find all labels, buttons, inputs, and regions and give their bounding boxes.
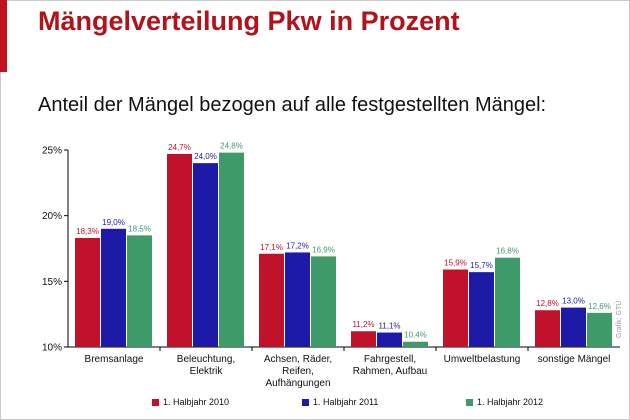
bar [495,257,520,347]
data-label: 16,8% [496,247,519,256]
legend-swatch [302,398,309,406]
bar [443,269,468,347]
bar [535,310,560,347]
y-tick-label: 25% [42,146,62,157]
legend-label: 1. Halbjahr 2011 [313,397,379,407]
data-label: 12,8% [536,299,559,308]
data-label: 13,0% [562,297,585,306]
x-tick-label: Beleuchtung, Elektrik [177,354,235,377]
legend-label: 1. Halbjahr 2012 [477,397,544,407]
legend-swatch [466,398,473,406]
x-tick-label: Achsen, Räder, Reifen, Aufhängungen [264,354,332,389]
bar [259,253,284,347]
data-label: 17,1% [260,243,283,252]
bar [75,237,100,347]
data-label: 15,7% [470,261,493,270]
legend-swatch [152,398,159,406]
bar [403,341,428,347]
bar [219,152,244,347]
accent-bar [0,0,7,72]
x-tick-label: sonstige Mängel [538,354,611,365]
x-tick-label: Umweltbelastung [444,354,521,365]
bar [561,307,586,347]
y-tick-label: 10% [42,343,62,354]
bar [127,235,152,347]
data-label: 11,2% [352,320,374,329]
bar [351,331,376,347]
y-tick-label: 15% [42,277,62,288]
data-label: 16,9% [312,245,335,254]
page-title: Mängelverteilung Pkw in Prozent [38,6,460,36]
data-label: 17,2% [286,241,309,250]
data-label: 10,4% [404,331,427,340]
x-tick-label: Fahrgestell, Rahmen, Aufbau [353,354,428,377]
bar [377,332,402,347]
bar [167,153,192,347]
bar [193,163,218,347]
data-label: 18,5% [128,224,151,233]
data-label: 24,0% [194,152,217,161]
bar-chart: 10% 15% 20% 25% 18,3%19,0%18,5% Bremsanlage 24… [42,142,620,389]
legend-label: 1. Halbjahr 2010 [163,397,230,407]
bar [587,312,612,347]
chart-legend: 1. Halbjahr 2010 1. Halbjahr 2011 1. Halbj… [0,397,630,413]
data-label: 11,1% [378,322,400,331]
legend-item: 1. Halbjahr 2011 [302,397,378,407]
bar [311,256,336,347]
data-label: 19,0% [102,218,125,227]
data-label: 12,6% [588,302,611,311]
legend-item: 1. Halbjahr 2012 [466,397,543,407]
bar [469,272,494,347]
chart-subtitle: Anteil der Mängel bezogen auf alle festg… [38,94,547,116]
data-label: 24,8% [220,142,243,151]
data-label: 15,9% [444,259,467,268]
data-label: 18,3% [76,227,99,236]
bar [101,228,126,347]
bar [285,252,310,347]
data-label: 24,7% [168,143,191,152]
y-tick-label: 20% [42,211,62,222]
legend-item: 1. Halbjahr 2010 [152,397,229,407]
x-tick-label: Bremsanlage [85,354,144,365]
